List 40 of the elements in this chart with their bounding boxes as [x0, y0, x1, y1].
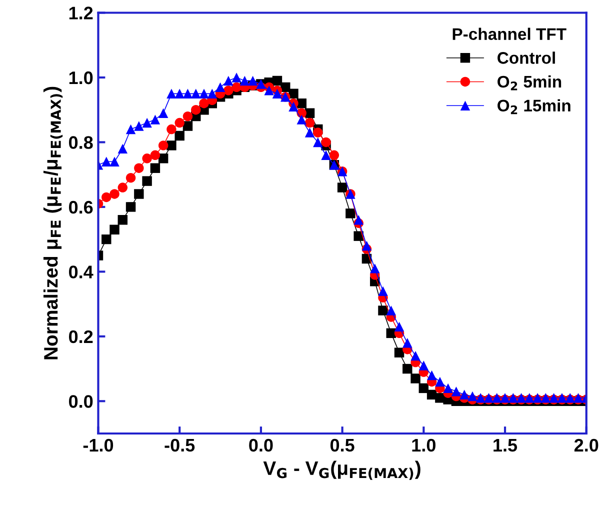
point: [102, 234, 112, 244]
y-axis-title: Normalized μ$_{FE}$ (μ$_{FE}$/μ$_{FE(MAX)}$): [43, 86, 63, 360]
y-tick-label: 1.2: [69, 6, 93, 20]
y-tick-label: 0.8: [68, 136, 93, 149]
point: [126, 202, 136, 212]
point: [346, 208, 356, 218]
y-tick-label: 0.2: [68, 330, 93, 344]
point: [394, 348, 404, 358]
point: [288, 88, 298, 99]
y-tick-label: 0.0: [68, 395, 93, 408]
point: [304, 108, 315, 118]
legend-title: P-channel TFT: [452, 28, 566, 40]
x-tick-label: 2.0: [574, 438, 598, 452]
point: [378, 306, 388, 316]
x-axis-title: V$_{G}$ - V$_{G}$(μ$_{FE(MAX)}$): [263, 460, 420, 480]
point: [174, 130, 184, 141]
x-tick-label: -0.5: [164, 438, 195, 452]
point: [158, 154, 168, 164]
point: [272, 76, 282, 86]
x-tick-label: 0.5: [330, 438, 354, 452]
legend-label: O$_{2}$ 15min: [498, 99, 570, 114]
y-tick-label: 0.6: [68, 200, 93, 214]
point: [118, 215, 128, 225]
y-tick-label: 1.0: [69, 71, 93, 84]
point: [110, 224, 120, 234]
point: [402, 364, 412, 374]
legend-label: O$_{2}$ 5min: [498, 75, 562, 90]
point: [337, 182, 348, 192]
point: [150, 163, 160, 173]
x-tick-label: 1.0: [412, 438, 436, 452]
x-tick-label: 0.0: [249, 438, 273, 452]
point: [410, 374, 420, 384]
point: [182, 121, 193, 131]
x-tick-label: 1.5: [494, 439, 518, 452]
x-tick-label: -1.0: [83, 438, 114, 452]
legend-label: Control: [498, 52, 555, 64]
point: [142, 176, 152, 186]
y-tick-label: 0.4: [68, 266, 94, 278]
point: [166, 140, 176, 150]
point: [134, 189, 144, 199]
